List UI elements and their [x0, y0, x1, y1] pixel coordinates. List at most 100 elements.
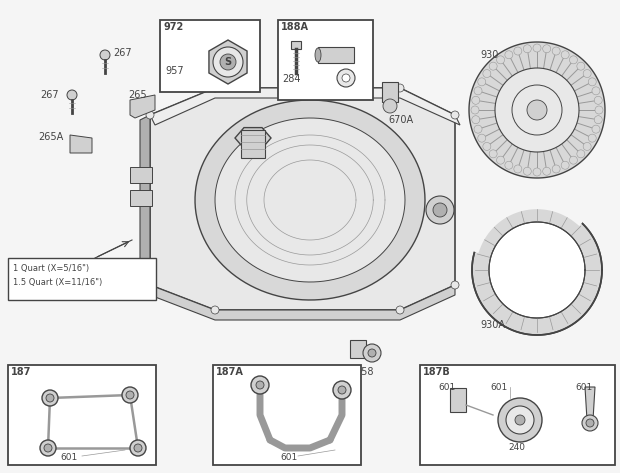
Text: 265A: 265A — [38, 132, 63, 142]
Text: 958: 958 — [355, 367, 373, 377]
Circle shape — [505, 161, 513, 169]
Bar — [213, 365, 361, 465]
Circle shape — [251, 376, 269, 394]
Text: 267: 267 — [40, 90, 59, 100]
Circle shape — [552, 165, 560, 173]
Circle shape — [46, 394, 54, 402]
Circle shape — [512, 85, 562, 135]
Circle shape — [483, 142, 491, 150]
Circle shape — [44, 444, 52, 452]
Circle shape — [426, 196, 454, 224]
Circle shape — [586, 419, 594, 427]
Text: S: S — [224, 57, 231, 67]
Circle shape — [126, 391, 134, 399]
Polygon shape — [70, 135, 92, 153]
Circle shape — [211, 84, 219, 92]
Circle shape — [122, 387, 138, 403]
Text: 240: 240 — [508, 443, 525, 452]
Circle shape — [594, 96, 602, 105]
Polygon shape — [235, 128, 271, 149]
Text: 1 Quart (X=5/16"): 1 Quart (X=5/16") — [13, 264, 89, 273]
Circle shape — [483, 70, 491, 78]
Text: eReplacementParts.com: eReplacementParts.com — [225, 248, 395, 262]
Circle shape — [478, 134, 485, 142]
Circle shape — [533, 44, 541, 52]
Circle shape — [514, 47, 522, 55]
Bar — [450, 388, 466, 412]
Bar — [318, 47, 354, 63]
Circle shape — [451, 281, 459, 289]
Text: 601: 601 — [60, 453, 78, 462]
Text: 601: 601 — [438, 383, 455, 392]
Circle shape — [396, 84, 404, 92]
Circle shape — [514, 165, 522, 173]
Circle shape — [338, 386, 346, 394]
Circle shape — [146, 281, 154, 289]
Circle shape — [497, 156, 505, 164]
Text: 188A: 188A — [281, 22, 309, 32]
Circle shape — [533, 168, 541, 176]
Bar — [278, 20, 373, 100]
Polygon shape — [469, 42, 605, 178]
Bar — [382, 82, 398, 102]
Polygon shape — [585, 387, 595, 420]
Circle shape — [515, 415, 525, 425]
Polygon shape — [130, 95, 155, 118]
Circle shape — [506, 406, 534, 434]
Circle shape — [471, 106, 479, 114]
Circle shape — [523, 167, 531, 175]
Circle shape — [527, 100, 547, 120]
Circle shape — [552, 47, 560, 55]
Text: 187A: 187A — [216, 367, 244, 377]
Bar — [130, 167, 152, 183]
Circle shape — [383, 99, 397, 113]
Circle shape — [592, 125, 600, 133]
Circle shape — [472, 116, 480, 124]
Text: 601: 601 — [280, 453, 297, 462]
Text: 957: 957 — [165, 66, 184, 76]
Bar — [241, 130, 265, 158]
Circle shape — [489, 150, 497, 158]
Circle shape — [595, 106, 603, 114]
Circle shape — [569, 56, 577, 64]
Circle shape — [368, 349, 376, 357]
Text: "X": "X" — [82, 263, 97, 273]
Text: 601: 601 — [490, 383, 507, 392]
Circle shape — [582, 415, 598, 431]
Polygon shape — [140, 115, 150, 285]
Bar — [8, 258, 156, 300]
Polygon shape — [150, 88, 455, 310]
Circle shape — [497, 56, 505, 64]
Circle shape — [542, 167, 551, 175]
Text: 284: 284 — [282, 74, 301, 84]
Circle shape — [588, 78, 596, 86]
Polygon shape — [472, 205, 602, 335]
Circle shape — [42, 390, 58, 406]
Circle shape — [342, 74, 350, 82]
Circle shape — [40, 440, 56, 456]
Bar — [291, 41, 301, 49]
Text: 1.5 Quart (X=11/16"): 1.5 Quart (X=11/16") — [13, 278, 102, 287]
Circle shape — [561, 51, 569, 59]
Circle shape — [396, 306, 404, 314]
Circle shape — [472, 96, 480, 105]
Text: 267: 267 — [113, 48, 131, 58]
Circle shape — [583, 70, 591, 78]
Circle shape — [474, 87, 482, 95]
Polygon shape — [150, 285, 455, 320]
Circle shape — [561, 161, 569, 169]
Circle shape — [67, 90, 77, 100]
Text: 265: 265 — [128, 90, 146, 100]
Polygon shape — [150, 88, 460, 125]
Circle shape — [134, 444, 142, 452]
Circle shape — [256, 381, 264, 389]
Circle shape — [594, 116, 602, 124]
Circle shape — [542, 45, 551, 53]
Circle shape — [213, 47, 243, 77]
Circle shape — [577, 150, 585, 158]
Bar — [160, 20, 260, 92]
Circle shape — [474, 125, 482, 133]
Text: 930: 930 — [480, 50, 498, 60]
Circle shape — [363, 344, 381, 362]
Text: 601: 601 — [575, 383, 592, 392]
